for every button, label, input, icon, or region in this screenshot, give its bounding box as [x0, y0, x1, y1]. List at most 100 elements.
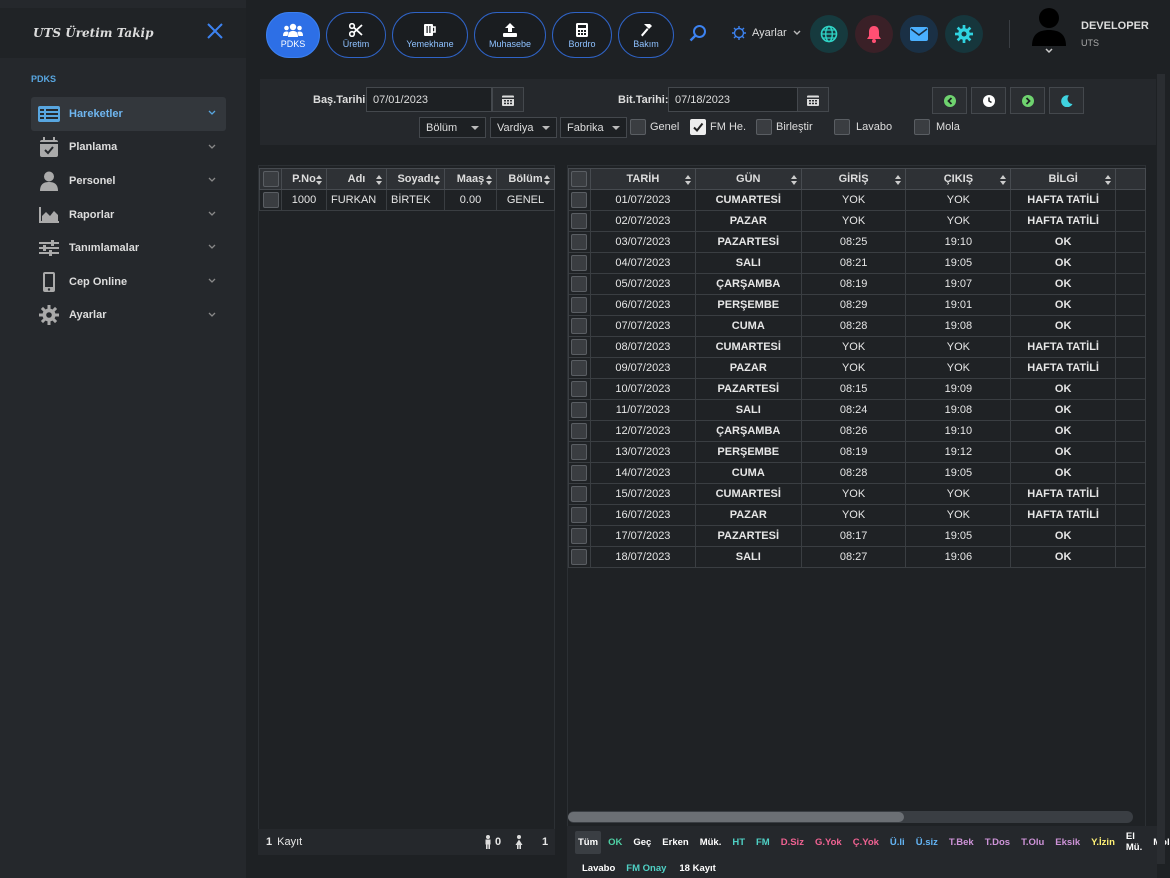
horizontal-scrollbar[interactable]: [568, 811, 1133, 823]
column-header[interactable]: Adı: [326, 168, 387, 190]
row-checkbox[interactable]: [568, 189, 591, 211]
end-calendar-button[interactable]: [797, 87, 829, 112]
messages-button[interactable]: [900, 15, 938, 53]
shift-select[interactable]: Vardiya: [490, 117, 557, 138]
legend-filter-14[interactable]: T.Olu: [1021, 836, 1045, 848]
legend-filter-6[interactable]: FM: [756, 836, 770, 848]
legend-filter-10[interactable]: Ü.li: [889, 836, 905, 848]
row-checkbox[interactable]: [568, 231, 591, 253]
legend-filter-1[interactable]: FM Onay: [626, 862, 667, 874]
legend-filter-0[interactable]: Lavabo: [582, 862, 616, 874]
table-row[interactable]: 13/07/2023 PERŞEMBE 08:19 19:12 OK: [568, 441, 1146, 463]
legend-filter-9[interactable]: Ç.Yok: [852, 836, 879, 848]
user-avatar[interactable]: [1030, 6, 1068, 56]
row-checkbox[interactable]: [568, 336, 591, 358]
nav-bakim-button[interactable]: Bakım: [618, 12, 674, 58]
column-header[interactable]: GÜN: [694, 168, 802, 190]
column-header[interactable]: GİRİŞ: [800, 168, 907, 190]
sidebar-item-personel[interactable]: Personel: [31, 164, 226, 198]
select-all-checkbox[interactable]: [259, 168, 282, 190]
settings-button[interactable]: [945, 15, 983, 53]
end-date-input[interactable]: 07/18/2023: [668, 87, 798, 112]
legend-filter-11[interactable]: Ü.siz: [915, 836, 938, 848]
scrollbar-thumb[interactable]: [568, 812, 904, 822]
legend-filter-17[interactable]: El Mü.: [1125, 831, 1143, 853]
table-row[interactable]: 10/07/2023 PAZARTESİ 08:15 19:09 OK: [568, 378, 1146, 400]
table-row[interactable]: 08/07/2023 CUMARTESİ YOK YOK HAFTA TATİLİ: [568, 336, 1146, 358]
row-checkbox[interactable]: [568, 462, 591, 484]
select-all-checkbox[interactable]: [568, 168, 591, 190]
table-row[interactable]: 03/07/2023 PAZARTESİ 08:25 19:10 OK: [568, 231, 1146, 253]
row-checkbox[interactable]: [568, 378, 591, 400]
table-row[interactable]: 05/07/2023 ÇARŞAMBA 08:19 19:07 OK: [568, 273, 1146, 295]
sidebar-item-planlama[interactable]: Planlama: [31, 131, 226, 165]
legend-filter-4[interactable]: Mük.: [699, 836, 722, 848]
department-select[interactable]: Bölüm: [419, 117, 486, 138]
factory-select[interactable]: Fabrika: [560, 117, 627, 138]
row-checkbox[interactable]: [568, 315, 591, 337]
birlestir-checkbox[interactable]: Birleştir: [756, 119, 813, 135]
legend-filter-12[interactable]: T.Bek: [948, 836, 974, 848]
table-row[interactable]: 06/07/2023 PERŞEMBE 08:29 19:01 OK: [568, 294, 1146, 316]
mola-checkbox[interactable]: Mola: [914, 119, 960, 135]
column-header[interactable]: Soyadı: [386, 168, 445, 190]
legend-filter-8[interactable]: G.Yok: [814, 836, 842, 848]
table-row[interactable]: 18/07/2023 SALI 08:27 19:06 OK: [568, 546, 1146, 568]
next-button[interactable]: [1010, 87, 1045, 114]
table-row[interactable]: 07/07/2023 CUMA 08:28 19:08 OK: [568, 315, 1146, 337]
prev-button[interactable]: [932, 87, 967, 114]
genel-checkbox[interactable]: Genel: [630, 119, 679, 135]
row-checkbox[interactable]: [568, 273, 591, 295]
nav-bordro-button[interactable]: Bordro: [552, 12, 612, 58]
close-icon[interactable]: [206, 22, 224, 40]
table-row[interactable]: 1000 FURKAN BİRTEK 0.00 GENEL: [259, 189, 555, 211]
column-header[interactable]: Bölüm: [496, 168, 555, 190]
column-header[interactable]: Maaş: [444, 168, 497, 190]
start-date-input[interactable]: 07/01/2023: [366, 87, 492, 112]
sidebar-item-hareketler[interactable]: Hareketler: [31, 97, 226, 131]
table-row[interactable]: 04/07/2023 SALI 08:21 19:05 OK: [568, 252, 1146, 274]
globe-button[interactable]: [810, 15, 848, 53]
table-row[interactable]: 12/07/2023 ÇARŞAMBA 08:26 19:10 OK: [568, 420, 1146, 442]
column-header[interactable]: P.No: [281, 168, 327, 190]
legend-filter-16[interactable]: Y.İzin: [1091, 836, 1115, 848]
fm-checkbox[interactable]: FM He.: [690, 119, 746, 135]
row-checkbox[interactable]: [568, 546, 591, 568]
column-header[interactable]: TARİH: [589, 168, 696, 190]
nav-muhasebe-button[interactable]: Muhasebe: [474, 12, 546, 58]
legend-filter-15[interactable]: Eksik: [1055, 836, 1081, 848]
table-row[interactable]: 09/07/2023 PAZAR YOK YOK HAFTA TATİLİ: [568, 357, 1146, 379]
time-button[interactable]: [971, 87, 1006, 114]
table-row[interactable]: 14/07/2023 CUMA 08:28 19:05 OK: [568, 462, 1146, 484]
legend-filter-0[interactable]: Tüm: [575, 830, 602, 854]
start-calendar-button[interactable]: [492, 87, 524, 112]
dark-mode-button[interactable]: [1049, 87, 1084, 114]
row-checkbox[interactable]: [568, 420, 591, 442]
page-scrollbar[interactable]: [1157, 74, 1165, 864]
nav-pdks-button[interactable]: PDKS: [266, 12, 320, 58]
table-row[interactable]: 16/07/2023 PAZAR YOK YOK HAFTA TATİLİ: [568, 504, 1146, 526]
sidebar-item-raporlar[interactable]: Raporlar: [31, 198, 226, 232]
table-row[interactable]: 11/07/2023 SALI 08:24 19:08 OK: [568, 399, 1146, 421]
column-header[interactable]: BİLGİ: [1010, 168, 1117, 190]
legend-filter-13[interactable]: T.Dos: [984, 836, 1011, 848]
settings-dropdown[interactable]: Ayarlar: [732, 26, 801, 40]
search-icon[interactable]: [689, 24, 707, 42]
row-checkbox[interactable]: [568, 294, 591, 316]
legend-filter-7[interactable]: D.Siz: [780, 836, 804, 848]
sidebar-item-ayarlar[interactable]: Ayarlar: [31, 299, 226, 333]
lavabo-checkbox[interactable]: Lavabo: [834, 119, 892, 135]
nav-yemekhane-button[interactable]: Yemekhane: [392, 12, 468, 58]
row-checkbox[interactable]: [568, 357, 591, 379]
row-checkbox[interactable]: [568, 252, 591, 274]
row-checkbox[interactable]: [568, 210, 591, 232]
legend-filter-3[interactable]: Erken: [662, 836, 689, 848]
row-checkbox[interactable]: [568, 441, 591, 463]
row-checkbox[interactable]: [568, 525, 591, 547]
legend-filter-5[interactable]: HT: [732, 836, 745, 848]
table-row[interactable]: 17/07/2023 PAZARTESİ 08:17 19:05 OK: [568, 525, 1146, 547]
row-checkbox[interactable]: [568, 504, 591, 526]
table-row[interactable]: 15/07/2023 CUMARTESİ YOK YOK HAFTA TATİLİ: [568, 483, 1146, 505]
notifications-button[interactable]: [855, 15, 893, 53]
legend-filter-2[interactable]: Geç: [633, 836, 652, 848]
